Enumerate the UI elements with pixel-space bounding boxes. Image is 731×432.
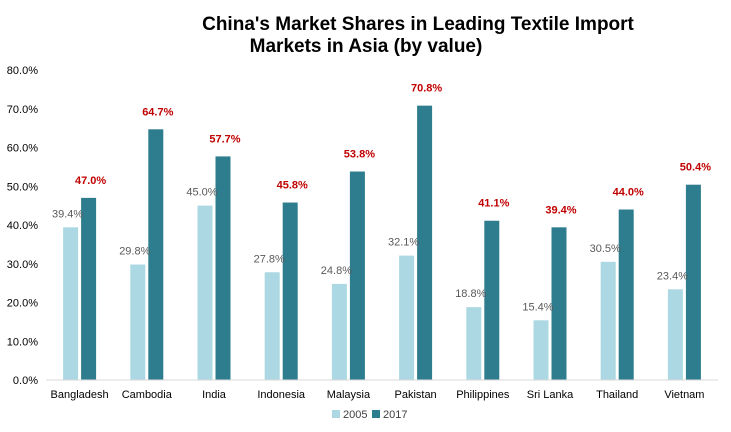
category-label: Bangladesh	[51, 389, 109, 401]
bar-2017	[81, 197, 97, 380]
y-tick-label: 10.0%	[7, 336, 38, 348]
legend-swatch-2005	[332, 410, 340, 418]
legend-label-2017: 2017	[383, 409, 407, 421]
data-label-2005: 32.1%	[388, 237, 419, 249]
data-label-2005: 27.8%	[254, 253, 285, 265]
y-tick-label: 20.0%	[7, 298, 38, 310]
bar-2017	[685, 184, 701, 380]
bar-2005	[264, 272, 280, 380]
data-label-2005: 18.8%	[455, 288, 486, 300]
category-label: Sri Lanka	[527, 389, 574, 401]
data-label-2005: 29.8%	[119, 246, 150, 258]
y-tick-label: 70.0%	[7, 104, 38, 116]
data-label-2017: 47.0%	[75, 175, 106, 187]
x-axis: Bangladesh Cambodia India Indonesia Malaysia…	[46, 379, 718, 401]
data-label-2005: 30.5%	[590, 243, 621, 255]
bars	[63, 105, 701, 381]
bar-2005	[130, 264, 146, 380]
chart-title-line1: China's Market Shares in Leading Textile…	[202, 14, 634, 35]
bar-2017	[148, 129, 164, 380]
category-label: Pakistan	[394, 389, 436, 401]
y-tick-label: 60.0%	[7, 143, 38, 155]
bar-2005	[197, 205, 213, 380]
data-label-2017: 50.4%	[680, 162, 711, 174]
bar-2005	[63, 227, 79, 380]
data-label-2005: 39.4%	[52, 208, 83, 220]
data-label-2017: 64.7%	[142, 106, 173, 118]
category-label: Cambodia	[122, 389, 173, 401]
bar-2017	[551, 227, 567, 380]
data-label-2017: 45.8%	[277, 180, 308, 192]
category-label: Philippines	[456, 389, 510, 401]
bar-2017	[417, 105, 433, 381]
y-tick-label: 50.0%	[7, 181, 38, 193]
y-tick-label: 80.0%	[7, 65, 38, 77]
data-label-2017: 44.0%	[613, 187, 644, 199]
data-labels: 39.4% 47.0% 29.8% 64.7% 45.0% 57.7% 27.8% 45.8%…	[52, 83, 711, 314]
category-label: India	[202, 389, 227, 401]
bar-2017	[484, 220, 500, 380]
data-label-2005: 24.8%	[321, 265, 352, 277]
bar-2005	[533, 320, 549, 380]
data-label-2017: 41.1%	[478, 198, 509, 210]
bar-2005	[600, 261, 616, 380]
legend-swatch-2017	[372, 410, 380, 418]
data-label-2005: 45.0%	[186, 187, 217, 199]
data-label-2017: 53.8%	[344, 149, 375, 161]
legend: 2005 2017	[332, 409, 407, 421]
bar-2005	[466, 307, 482, 380]
chart-title-line2: Markets in Asia (by value)	[250, 36, 483, 57]
bar-2017	[618, 209, 634, 380]
data-label-2017: 57.7%	[209, 133, 240, 145]
bar-2017	[349, 171, 365, 380]
data-label-2005: 15.4%	[522, 301, 553, 313]
category-label: Vietnam	[664, 389, 704, 401]
y-tick-label: 40.0%	[7, 220, 38, 232]
y-axis: 0.0% 10.0% 20.0% 30.0% 40.0% 50.0% 60.0% 70.0% 8…	[7, 65, 38, 387]
category-label: Thailand	[596, 389, 638, 401]
y-tick-label: 0.0%	[13, 375, 38, 387]
bar-2005	[399, 255, 415, 380]
y-tick-label: 30.0%	[7, 259, 38, 271]
bar-2017	[282, 202, 298, 380]
category-label: Indonesia	[257, 389, 306, 401]
data-label-2017: 70.8%	[411, 83, 442, 95]
bar-2005	[667, 289, 683, 380]
bar-2005	[331, 283, 347, 380]
bar-2017	[215, 156, 231, 380]
category-label: Malaysia	[327, 389, 371, 401]
data-label-2017: 39.4%	[545, 204, 576, 216]
legend-label-2005: 2005	[343, 409, 367, 421]
data-label-2005: 23.4%	[657, 270, 688, 282]
